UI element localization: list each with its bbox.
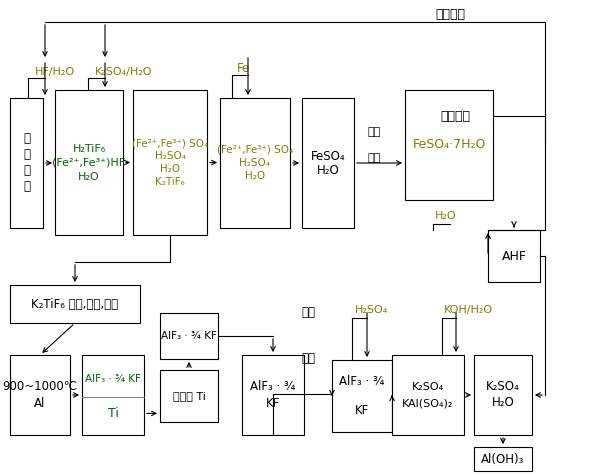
Bar — [82, 355, 144, 435]
Bar — [133, 90, 207, 235]
Text: 矿: 矿 — [23, 181, 30, 193]
Text: (Fe²⁺,Fe³⁺) SO₄: (Fe²⁺,Fe³⁺) SO₄ — [217, 145, 293, 155]
Text: HF/H₂O: HF/H₂O — [35, 67, 75, 77]
Bar — [302, 98, 354, 228]
Text: FeSO₄: FeSO₄ — [311, 149, 345, 163]
Text: 精: 精 — [23, 164, 30, 177]
Bar — [10, 285, 140, 323]
Text: KF: KF — [266, 397, 280, 410]
Bar — [474, 447, 532, 471]
Text: H₂TiF₆: H₂TiF₆ — [72, 144, 105, 154]
Bar — [474, 355, 532, 435]
Text: 结晶: 结晶 — [367, 153, 380, 163]
Text: K₂TiF₆ 过滤,漂洗,烘干: K₂TiF₆ 过滤,漂洗,烘干 — [31, 298, 119, 310]
Text: K₂TiF₆: K₂TiF₆ — [155, 177, 185, 187]
Text: Al: Al — [34, 397, 46, 410]
Text: 鐵: 鐵 — [23, 148, 30, 162]
Text: H₂O: H₂O — [317, 164, 340, 176]
Text: 循环使用: 循环使用 — [440, 109, 470, 122]
Text: AlF₃ · ¾ KF: AlF₃ · ¾ KF — [85, 374, 141, 384]
Text: Fe: Fe — [237, 62, 250, 74]
Text: AlF₃ · ¾: AlF₃ · ¾ — [250, 380, 296, 393]
Bar — [332, 360, 392, 432]
Text: 浓缩: 浓缩 — [367, 127, 380, 137]
Text: H₂O: H₂O — [160, 164, 180, 174]
Text: 磨粉: 磨粉 — [301, 352, 315, 365]
Bar — [10, 355, 70, 435]
Text: AHF: AHF — [501, 249, 527, 263]
Text: H₂O: H₂O — [78, 172, 100, 182]
Text: FeSO₄·7H₂O: FeSO₄·7H₂O — [412, 138, 486, 152]
Text: 海绵馒 Ti: 海绵馒 Ti — [173, 391, 205, 401]
Text: Ti: Ti — [108, 407, 119, 420]
Text: H₂SO₄: H₂SO₄ — [240, 158, 271, 168]
Bar — [242, 355, 304, 435]
Text: H₂O: H₂O — [492, 396, 515, 410]
Text: 循环使用: 循环使用 — [435, 8, 465, 20]
Text: K₂SO₄: K₂SO₄ — [412, 382, 444, 392]
Text: (Fe²⁺,Fe³⁺) SO₄: (Fe²⁺,Fe³⁺) SO₄ — [132, 138, 208, 148]
Text: H₂O: H₂O — [245, 171, 265, 181]
Bar — [488, 230, 540, 282]
Text: AlF₃ · ¾ KF: AlF₃ · ¾ KF — [161, 331, 217, 341]
Text: KF: KF — [355, 404, 369, 417]
Bar — [220, 98, 290, 228]
Text: KAl(SO₄)₂: KAl(SO₄)₂ — [403, 398, 453, 408]
Text: K₂SO₄/H₂O: K₂SO₄/H₂O — [95, 67, 153, 77]
Text: H₂SO₄: H₂SO₄ — [155, 151, 186, 161]
Text: H₂O: H₂O — [435, 211, 456, 221]
Bar — [160, 313, 218, 359]
Bar — [55, 90, 123, 235]
Text: (Fe²⁺,Fe³⁺)HF: (Fe²⁺,Fe³⁺)HF — [53, 157, 126, 167]
Text: Al(OH)₃: Al(OH)₃ — [482, 453, 525, 465]
Bar — [392, 355, 464, 435]
Bar — [10, 98, 43, 228]
Text: 馒: 馒 — [23, 133, 30, 146]
Text: 破碎: 破碎 — [301, 306, 315, 319]
Text: AlF₃ · ¾: AlF₃ · ¾ — [339, 375, 385, 388]
Text: H₂SO₄: H₂SO₄ — [355, 305, 388, 315]
Text: K₂SO₄: K₂SO₄ — [486, 381, 520, 393]
Bar — [160, 370, 218, 422]
Text: KOH/H₂O: KOH/H₂O — [444, 305, 493, 315]
Text: 900~1000℃: 900~1000℃ — [2, 380, 77, 393]
Bar — [405, 90, 493, 200]
